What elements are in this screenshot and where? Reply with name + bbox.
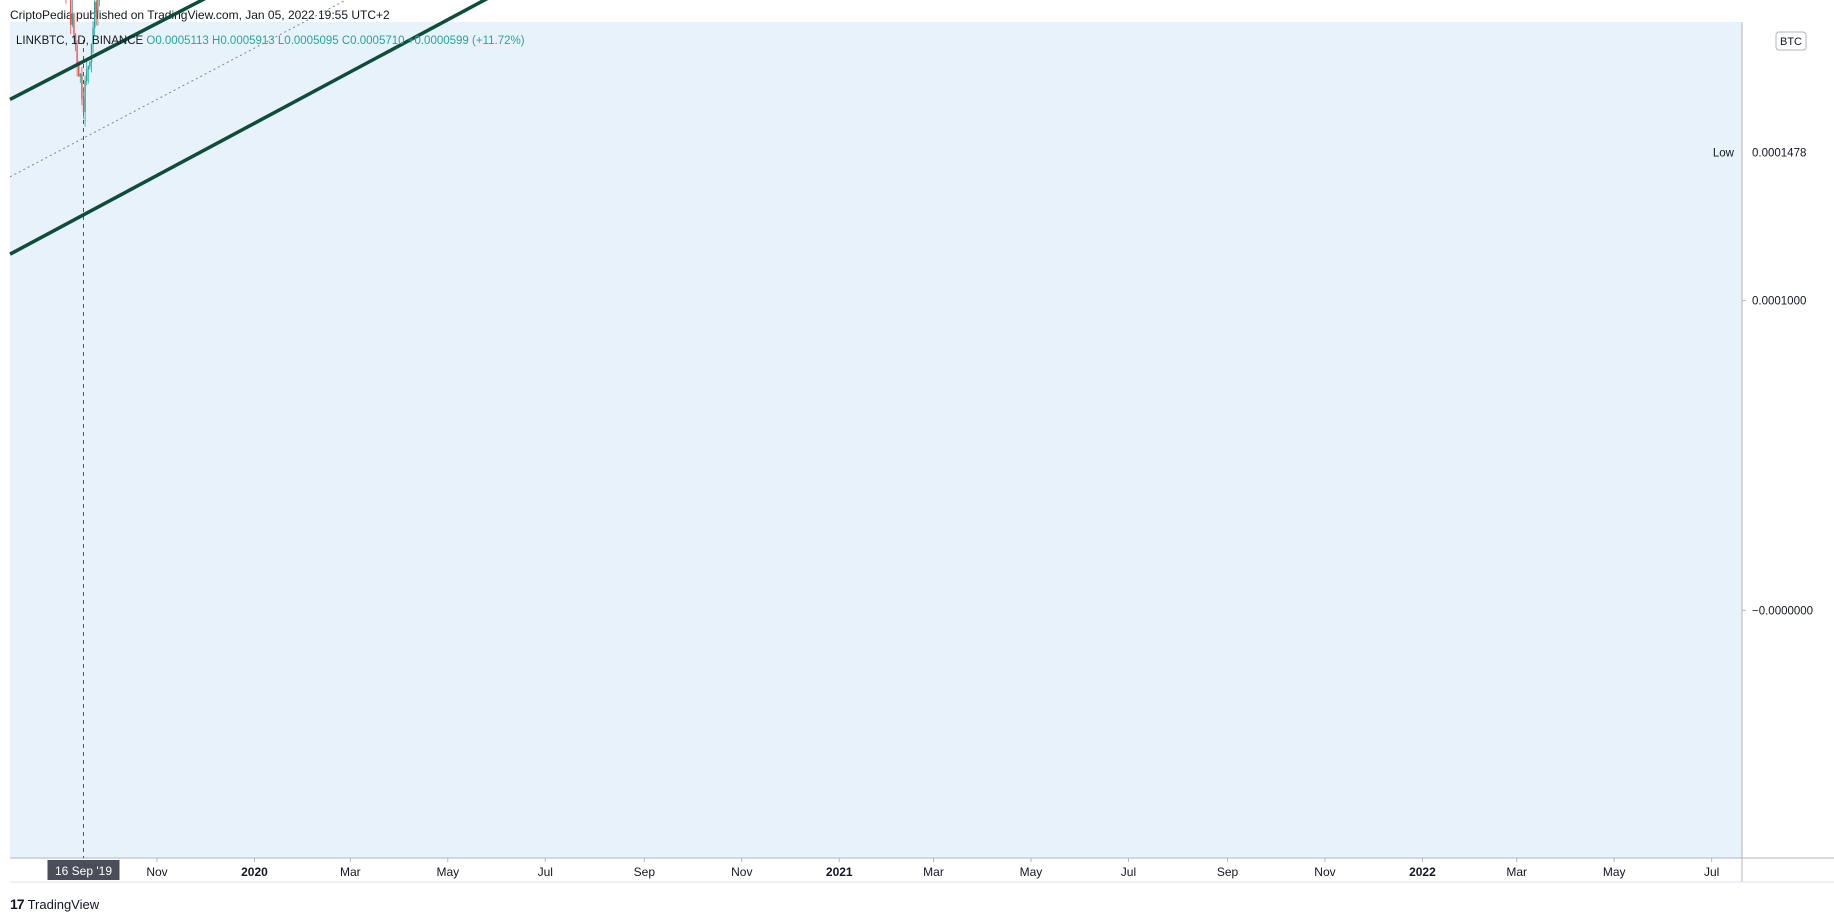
candle-up[interactable]	[93, 0, 96, 36]
time-tick-label: 2022	[1409, 865, 1436, 879]
legend-value: O0.0005113	[146, 35, 208, 47]
crosshair-date-label: 16 Sep '19	[55, 864, 112, 878]
candle-body	[97, 0, 99, 14]
legend-value: H0.0005913	[212, 35, 275, 47]
candle-up[interactable]	[92, 21, 94, 54]
candle-body	[90, 43, 93, 63]
candle-body	[87, 66, 89, 70]
candle-down[interactable]	[70, 0, 72, 35]
crosshair-date-bg	[47, 860, 120, 880]
tradingview-logo-text: TradingView	[27, 896, 100, 912]
time-tick-label: Mar	[340, 865, 361, 879]
candle-body	[70, 0, 72, 25]
time-tick-label: May	[1603, 865, 1626, 879]
candle-down[interactable]	[81, 66, 83, 106]
channel-lower-line[interactable]	[9, 0, 1686, 256]
ohlc-legend: LINKBTC, 1D, BINANCE O0.0005113 H0.00059…	[16, 35, 525, 47]
candle-body	[73, 13, 75, 35]
candle-up[interactable]	[99, 0, 100, 7]
currency-badge[interactable]: BTC	[1775, 31, 1807, 51]
candle-body	[81, 74, 83, 99]
currency-badge-box	[1775, 31, 1807, 51]
candle-body	[85, 69, 88, 81]
candle-up[interactable]	[84, 75, 86, 127]
low-marker-label: Low	[1713, 148, 1735, 160]
time-tick-label: 2021	[826, 865, 853, 879]
time-tick-label: Mar	[923, 865, 944, 879]
candle-body	[95, 1, 97, 14]
time-tick-label: May	[1020, 865, 1043, 879]
time-tick-label: Mar	[1506, 865, 1527, 879]
price-tick-label: −0.0000000	[1752, 605, 1813, 617]
time-tick-label: Jul	[1704, 865, 1719, 879]
candle-body	[92, 27, 94, 44]
candles	[65, 0, 100, 127]
candle-down[interactable]	[74, 33, 77, 52]
candle-down[interactable]	[82, 87, 85, 119]
time-tick-label: Nov	[1314, 865, 1335, 879]
plot-background	[10, 22, 1742, 858]
low-marker-value: 0.0001478	[1752, 148, 1806, 160]
legend-value: L0.0005095	[278, 35, 339, 47]
time-axis[interactable]: Nov 2020 Mar May Jul Sep Nov 2021 Mar May Jul Sep No…	[146, 858, 1719, 879]
candle-up[interactable]	[85, 58, 88, 86]
candle-body	[78, 63, 80, 77]
candle-down[interactable]	[95, 0, 97, 26]
legend-value: C0.0005710	[342, 35, 405, 47]
candle-up[interactable]	[87, 65, 89, 84]
tradingview-logo-mark: 17	[10, 896, 25, 912]
candle-down[interactable]	[73, 12, 75, 40]
candle-body	[89, 62, 91, 67]
candle-body	[79, 74, 82, 77]
tradingview-logo[interactable]: 17 TradingView	[10, 896, 99, 912]
time-tick-label: 2020	[241, 865, 268, 879]
candle-down[interactable]	[65, 0, 67, 4]
time-tick-label: Sep	[1217, 865, 1239, 879]
time-tick-label: Sep	[634, 865, 656, 879]
candle-body	[84, 80, 86, 112]
candle-body	[74, 34, 77, 46]
channel-mid-line	[9, 0, 347, 178]
legend-value: LINKBTC, 1D, BINANCE	[16, 35, 143, 47]
candle-down[interactable]	[76, 40, 78, 77]
candle-up[interactable]	[79, 72, 82, 84]
candle-body	[82, 98, 85, 112]
candle-body	[93, 1, 96, 28]
time-tick-label: May	[436, 865, 459, 879]
low-marker: Low 0.0001478	[1713, 143, 1828, 162]
candle-body	[71, 13, 74, 25]
candle-body	[76, 45, 78, 64]
candle-up[interactable]	[89, 61, 91, 70]
time-tick-label: Nov	[731, 865, 752, 879]
currency-badge-label: BTC	[1780, 36, 1802, 48]
candle-up[interactable]	[71, 0, 74, 28]
publisher-caption: CriptoPedia published on TradingView.com…	[10, 8, 390, 22]
price-tick-label: 0.0001000	[1752, 296, 1806, 308]
price-axis[interactable]: 0.00180000.00170000.00160000.00150000.00…	[1742, 0, 1813, 617]
low-marker-bg	[1744, 143, 1828, 162]
legend-value: +0.0000599 (+11.72%)	[408, 35, 525, 47]
candle-up[interactable]	[97, 0, 99, 26]
time-tick-label: Nov	[146, 865, 167, 879]
time-tick-label: Jul	[538, 865, 553, 879]
crosshair-date-tag: 16 Sep '19	[47, 860, 120, 880]
time-tick-label: Jul	[1121, 865, 1136, 879]
